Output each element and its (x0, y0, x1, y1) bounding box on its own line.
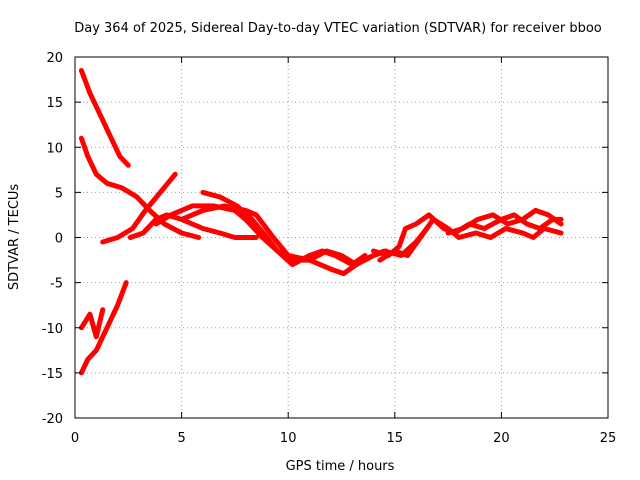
y-tick-label: -15 (42, 367, 63, 382)
y-tick-label: -20 (42, 412, 63, 427)
series-pass-f (127, 212, 259, 240)
y-tick-label: 20 (46, 51, 63, 66)
series-pass-a (78, 68, 131, 168)
y-tick-label: 5 (55, 186, 63, 201)
chart-title: Day 364 of 2025, Sidereal Day-to-day VTE… (74, 21, 602, 36)
x-tick-label: 25 (600, 431, 617, 446)
grid (75, 57, 608, 418)
x-axis-label: GPS time / hours (286, 459, 395, 474)
y-tick-label: 0 (55, 232, 63, 247)
series-pass-d (78, 307, 106, 340)
axis-ticks (74, 56, 609, 419)
series-pass-k (377, 216, 564, 263)
x-tick-label: 10 (280, 431, 297, 446)
y-tick-label: 15 (46, 96, 63, 111)
data-series (78, 68, 564, 376)
x-tick-labels: 0 5 10 15 20 25 (71, 431, 616, 446)
y-axis-label: SDTVAR / TECUs (7, 184, 22, 291)
x-tick-label: 20 (493, 431, 510, 446)
series-pass-b (78, 135, 202, 240)
series-pass-e (100, 171, 178, 245)
series-pass-i (200, 189, 368, 268)
series-pass-c (78, 280, 129, 376)
y-tick-label: -5 (50, 277, 63, 292)
y-tick-label: 10 (46, 141, 63, 156)
x-tick-label: 0 (71, 431, 79, 446)
x-tick-label: 15 (387, 431, 404, 446)
series-pass-h (179, 203, 430, 277)
series-pass-l (445, 207, 564, 236)
y-tick-label: -10 (42, 322, 63, 337)
x-tick-label: 5 (177, 431, 185, 446)
y-tick-labels: 20 15 10 5 0 -5 -10 -15 -20 (42, 51, 63, 427)
